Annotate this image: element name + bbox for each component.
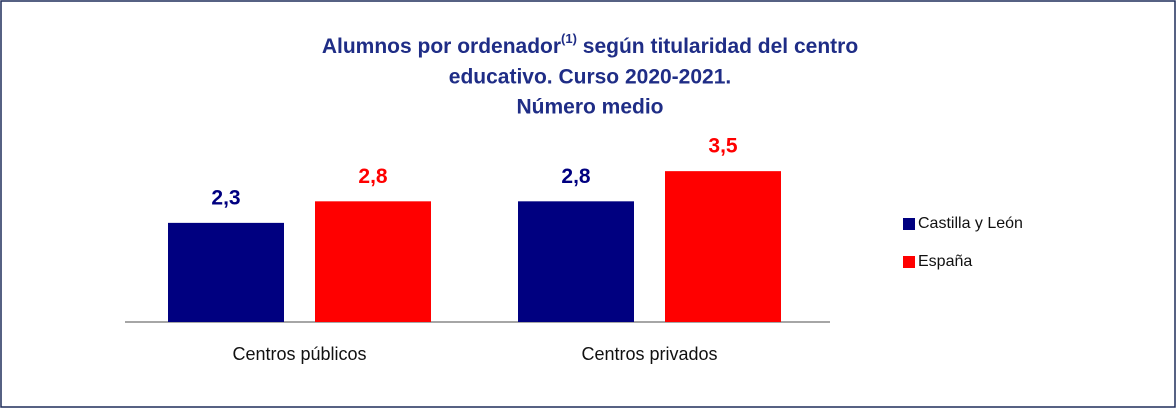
title-note: (1) (561, 31, 577, 46)
legend-swatch (903, 218, 915, 230)
value-label: 2,3 (211, 186, 240, 209)
value-label: 3,5 (708, 135, 738, 158)
x-tick-label: Centros públicos (232, 344, 366, 364)
value-label: 2,8 (561, 165, 591, 188)
bar (665, 171, 781, 322)
chart-title: Alumnos por ordenador(1) según titularid… (322, 31, 858, 57)
legend-label: Castilla y León (918, 215, 1023, 232)
value-label: 2,8 (358, 165, 388, 188)
chart-title: educativo. Curso 2020-2021. (449, 66, 731, 89)
legend-label: España (918, 253, 972, 270)
title-part: Alumnos por ordenador (322, 35, 561, 58)
bar (518, 201, 634, 322)
x-tick-label: Centros privados (581, 344, 717, 364)
bar (315, 201, 431, 322)
legend-swatch (903, 256, 915, 268)
title-part: según titularidad del centro (577, 35, 858, 58)
chart-title: Número medio (516, 96, 663, 119)
bar (168, 222, 284, 322)
